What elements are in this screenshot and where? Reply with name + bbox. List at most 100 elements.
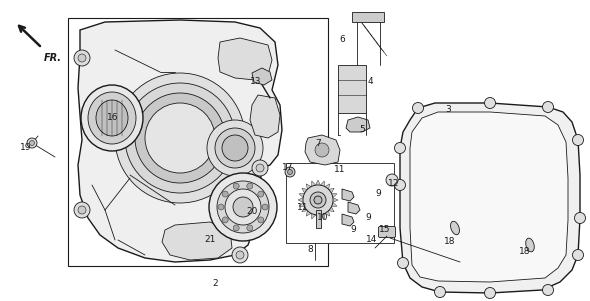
Circle shape — [115, 73, 245, 203]
Text: 13: 13 — [250, 77, 262, 86]
Polygon shape — [320, 213, 325, 219]
Polygon shape — [302, 207, 307, 212]
Ellipse shape — [526, 238, 535, 252]
Polygon shape — [346, 117, 370, 132]
Circle shape — [78, 54, 86, 62]
Circle shape — [303, 185, 333, 215]
Circle shape — [542, 101, 553, 113]
Circle shape — [315, 143, 329, 157]
Text: 10: 10 — [317, 213, 329, 222]
Circle shape — [262, 204, 268, 210]
Text: FR.: FR. — [44, 53, 62, 63]
Polygon shape — [306, 184, 311, 189]
Circle shape — [218, 204, 224, 210]
Text: 3: 3 — [445, 105, 451, 114]
Text: 9: 9 — [365, 213, 371, 222]
Ellipse shape — [81, 85, 143, 151]
Circle shape — [222, 217, 228, 223]
Circle shape — [30, 141, 34, 145]
Polygon shape — [302, 188, 307, 193]
Text: 11: 11 — [297, 203, 309, 213]
Circle shape — [310, 192, 326, 208]
Polygon shape — [299, 193, 304, 198]
Circle shape — [225, 189, 261, 225]
Text: 18: 18 — [444, 237, 455, 247]
Polygon shape — [329, 188, 334, 193]
Text: 12: 12 — [388, 179, 399, 188]
Circle shape — [386, 174, 398, 186]
Circle shape — [247, 225, 253, 231]
Polygon shape — [332, 193, 337, 198]
Text: 11: 11 — [335, 166, 346, 175]
Circle shape — [247, 183, 253, 189]
Polygon shape — [348, 202, 360, 214]
Polygon shape — [306, 211, 311, 216]
Polygon shape — [400, 103, 580, 293]
Polygon shape — [78, 20, 282, 262]
Circle shape — [434, 287, 445, 297]
Circle shape — [572, 135, 584, 145]
Polygon shape — [298, 198, 303, 202]
Text: 9: 9 — [350, 225, 356, 234]
Text: 4: 4 — [367, 77, 373, 86]
Text: 9: 9 — [375, 188, 381, 197]
Ellipse shape — [96, 100, 128, 136]
Circle shape — [125, 83, 235, 193]
Circle shape — [256, 164, 264, 172]
Polygon shape — [333, 198, 338, 202]
Polygon shape — [342, 214, 354, 226]
Circle shape — [395, 179, 405, 191]
Circle shape — [222, 191, 228, 197]
Polygon shape — [410, 112, 568, 282]
Polygon shape — [218, 38, 272, 80]
Polygon shape — [325, 184, 330, 189]
Circle shape — [575, 213, 585, 224]
Circle shape — [232, 247, 248, 263]
Bar — [338, 65, 366, 113]
Circle shape — [27, 138, 37, 148]
Circle shape — [252, 160, 268, 176]
Circle shape — [233, 225, 239, 231]
Text: 21: 21 — [204, 235, 216, 244]
Circle shape — [236, 251, 244, 259]
Circle shape — [207, 120, 263, 176]
Circle shape — [484, 287, 496, 299]
Text: 16: 16 — [107, 113, 119, 123]
Circle shape — [484, 98, 496, 108]
Polygon shape — [252, 68, 272, 85]
Polygon shape — [305, 135, 340, 165]
Circle shape — [74, 50, 90, 66]
Text: 7: 7 — [315, 138, 321, 147]
Text: 18: 18 — [519, 247, 531, 256]
Bar — [352, 12, 384, 22]
Circle shape — [145, 103, 215, 173]
Text: 19: 19 — [20, 144, 32, 153]
Circle shape — [258, 217, 264, 223]
Circle shape — [572, 250, 584, 260]
Circle shape — [233, 183, 239, 189]
Polygon shape — [332, 202, 337, 207]
Polygon shape — [329, 207, 334, 212]
Polygon shape — [250, 95, 280, 138]
Circle shape — [287, 169, 293, 175]
Circle shape — [78, 206, 86, 214]
Circle shape — [215, 128, 255, 168]
Text: 14: 14 — [366, 235, 378, 244]
Polygon shape — [320, 181, 325, 187]
Bar — [316, 210, 321, 228]
FancyBboxPatch shape — [379, 226, 395, 237]
Text: 2: 2 — [212, 278, 218, 287]
Polygon shape — [311, 181, 316, 187]
Text: 20: 20 — [246, 207, 258, 216]
Polygon shape — [316, 180, 320, 185]
Circle shape — [209, 173, 277, 241]
Ellipse shape — [451, 221, 460, 235]
Bar — [286, 163, 394, 243]
Polygon shape — [325, 211, 330, 216]
Polygon shape — [299, 202, 304, 207]
Bar — [68, 18, 328, 266]
Text: 5: 5 — [359, 126, 365, 135]
Text: 15: 15 — [379, 225, 391, 234]
Circle shape — [314, 196, 322, 204]
Text: 17: 17 — [282, 163, 294, 172]
